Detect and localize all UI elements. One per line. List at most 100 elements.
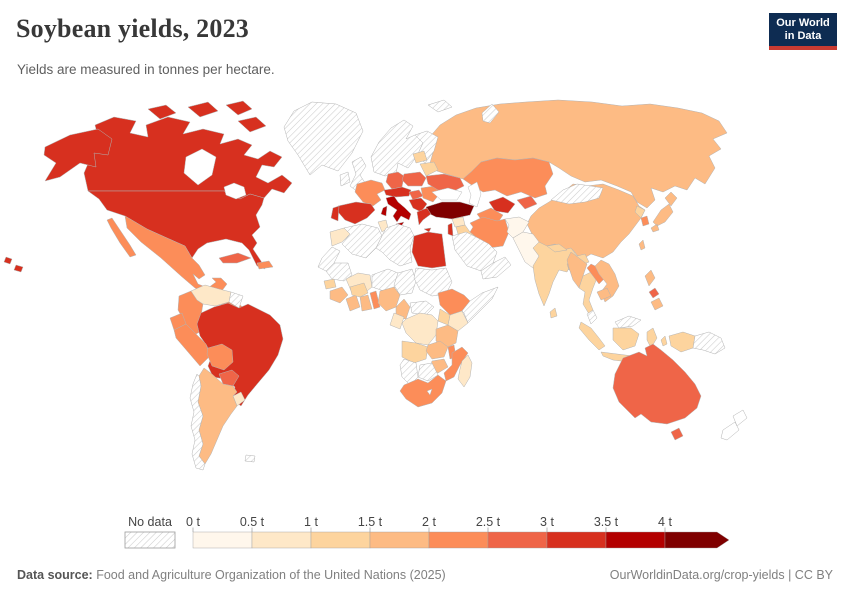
country-ivory-coast[interactable] — [345, 294, 361, 312]
country-senegal[interactable] — [323, 278, 337, 290]
country-cambodia[interactable] — [596, 287, 612, 301]
great-lakes — [223, 182, 247, 200]
country-hispaniola[interactable] — [256, 260, 274, 270]
legend-label-1: 0.5 t — [240, 515, 265, 529]
legend-bin-3[interactable] — [369, 531, 430, 549]
legend-bin-1[interactable] — [251, 531, 312, 549]
country-kazakhstan[interactable] — [462, 157, 554, 199]
country-philippines-visayas[interactable] — [648, 287, 660, 299]
country-taiwan[interactable] — [638, 239, 646, 251]
country-italy[interactable] — [380, 195, 412, 229]
legend-label-8: 4 t — [658, 515, 672, 529]
black-sea — [431, 187, 463, 201]
country-drc[interactable] — [401, 312, 439, 346]
country-poland[interactable] — [401, 171, 427, 187]
country-france[interactable] — [354, 179, 386, 207]
country-portugal[interactable] — [330, 205, 340, 222]
country-japan[interactable] — [650, 191, 678, 233]
country-mongolia[interactable] — [550, 183, 604, 205]
country-falkland[interactable] — [244, 454, 256, 463]
map-legend: No data 0 t 0.5 t 1 t 1.5 t 2 t 2.5 t 3 … — [124, 515, 730, 549]
country-mauritania[interactable] — [325, 262, 353, 282]
country-new-zealand[interactable] — [720, 409, 748, 441]
country-canada[interactable] — [83, 100, 293, 200]
country-philippines[interactable] — [644, 269, 664, 311]
country-ghana[interactable] — [359, 294, 373, 312]
owid-logo[interactable]: Our World in Data — [769, 13, 837, 50]
legend-bin-2[interactable] — [310, 531, 371, 549]
legend-no-data-label: No data — [128, 515, 172, 529]
owid-logo-text: Our World in Data — [776, 16, 830, 42]
country-israel-lebanon[interactable] — [447, 222, 454, 237]
legend-no-data-swatch[interactable] — [124, 531, 176, 549]
legend-bin-open-ended-arrow[interactable] — [664, 531, 730, 549]
legend-label-7: 3.5 t — [594, 515, 619, 529]
country-saudi[interactable] — [451, 231, 498, 272]
country-guinea[interactable] — [329, 286, 349, 304]
legend-label-4: 2 t — [422, 515, 436, 529]
country-sri-lanka[interactable] — [549, 307, 558, 319]
country-norway-sweden[interactable] — [370, 119, 424, 177]
country-mozambique[interactable] — [443, 346, 469, 382]
country-burkina-faso[interactable] — [349, 282, 369, 298]
country-vietnam[interactable] — [594, 259, 620, 303]
legend-bin-5[interactable] — [487, 531, 548, 549]
chart-title: Soybean yields, 2023 — [16, 14, 249, 43]
legend-label-0: 0 t — [186, 515, 200, 529]
country-south-africa[interactable] — [399, 374, 447, 408]
country-botswana[interactable] — [417, 362, 439, 382]
country-libya[interactable] — [375, 223, 415, 267]
country-zambia[interactable] — [425, 340, 449, 360]
country-belarus[interactable] — [419, 161, 439, 177]
legend-bin-7[interactable] — [605, 531, 666, 549]
country-ireland[interactable] — [339, 171, 351, 187]
country-arctic-islands[interactable] — [427, 99, 500, 124]
owid-url-license[interactable]: OurWorldinData.org/crop-yields | CC BY — [609, 568, 833, 582]
country-greece[interactable] — [416, 207, 432, 233]
country-congo-gabon[interactable] — [389, 312, 405, 330]
legend-label-5: 2.5 t — [476, 515, 501, 529]
country-yemen-oman[interactable] — [480, 256, 512, 280]
legend-label-3: 1.5 t — [358, 515, 383, 529]
country-malaysia[interactable] — [586, 309, 642, 329]
country-paraguay[interactable] — [218, 369, 240, 387]
country-png[interactable] — [692, 331, 726, 355]
country-australia[interactable] — [612, 343, 702, 441]
country-egypt[interactable] — [411, 231, 447, 269]
country-nepal[interactable] — [546, 243, 568, 253]
country-somalia[interactable] — [461, 286, 499, 324]
country-south-korea[interactable] — [640, 215, 650, 227]
country-turkey[interactable] — [425, 201, 475, 220]
legend-bin-0[interactable] — [192, 531, 253, 549]
country-usa[interactable] — [3, 128, 266, 273]
country-balkans[interactable] — [408, 197, 428, 213]
country-chile[interactable] — [189, 373, 206, 471]
country-greenland[interactable] — [283, 101, 364, 176]
country-kyrgyzstan[interactable] — [516, 195, 538, 210]
country-angola[interactable] — [401, 340, 429, 364]
country-germany[interactable] — [385, 171, 405, 190]
country-ukraine[interactable] — [425, 173, 465, 193]
chart-footer: Data source: Food and Agriculture Organi… — [17, 568, 833, 582]
chart-subtitle: Yields are measured in tonnes per hectar… — [17, 62, 275, 77]
legend-bin-6[interactable] — [546, 531, 607, 549]
country-car[interactable] — [409, 300, 435, 316]
country-bolivia[interactable] — [206, 343, 234, 371]
country-cuba[interactable] — [218, 252, 252, 264]
legend-label-6: 3 t — [540, 515, 554, 529]
country-baltics[interactable] — [412, 150, 428, 164]
country-spain[interactable] — [337, 201, 376, 225]
country-madagascar[interactable] — [457, 354, 473, 388]
country-mexico[interactable] — [106, 215, 228, 295]
hudson-bay — [183, 148, 217, 186]
country-algeria[interactable] — [341, 223, 383, 259]
country-lesotho[interactable] — [426, 388, 433, 396]
country-central-europe[interactable] — [383, 186, 412, 198]
data-source-label: Data source: — [17, 568, 93, 582]
country-benin-togo[interactable] — [369, 290, 381, 310]
caspian-sea — [467, 181, 482, 208]
country-morocco[interactable] — [329, 227, 351, 247]
country-chad[interactable] — [393, 268, 417, 296]
legend-bin-4[interactable] — [428, 531, 489, 549]
